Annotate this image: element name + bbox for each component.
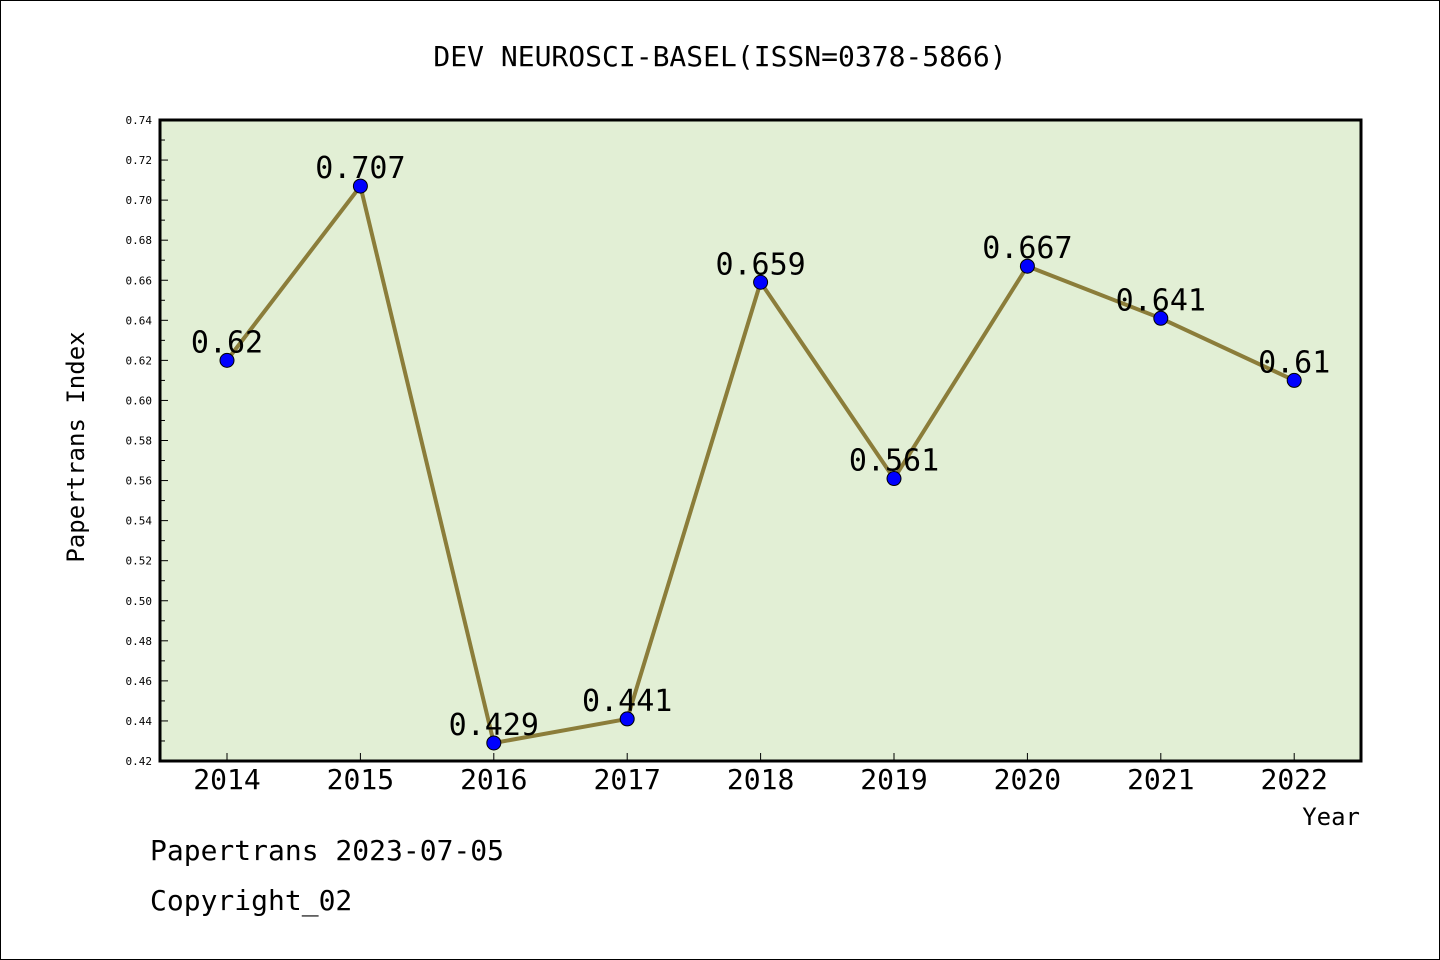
data-label: 0.429 <box>449 708 539 743</box>
y-tick-label: 0.46 <box>126 675 153 688</box>
footer-date-text: Papertrans 2023-07-05 <box>150 834 505 867</box>
data-label: 0.641 <box>1116 283 1206 318</box>
chart-title: DEV NEUROSCI-BASEL(ISSN=0378-5866) <box>433 40 1006 73</box>
x-tick-label: 2015 <box>327 763 394 796</box>
x-axis-ticks: 2014 2015 2016 2017 2018 2019 2020 2021 2022 <box>193 753 1328 796</box>
x-tick-label: 2016 <box>460 763 527 796</box>
data-label: 0.62 <box>191 325 263 360</box>
data-label: 0.61 <box>1258 345 1330 380</box>
y-tick-label: 0.60 <box>126 394 153 407</box>
data-label: 0.441 <box>582 684 672 719</box>
y-tick-label: 0.42 <box>126 755 153 768</box>
x-tick-label: 2014 <box>193 763 260 796</box>
data-label: 0.707 <box>315 151 405 186</box>
y-axis-ticks: 0.42 0.44 0.46 0.48 0.50 0.52 0.54 0.56 0.58 0.60… <box>126 114 168 768</box>
x-tick-label: 2021 <box>1127 763 1194 796</box>
data-point-marker <box>486 735 502 751</box>
data-label: 0.561 <box>849 444 939 479</box>
y-tick-label: 0.66 <box>126 274 153 287</box>
y-tick-label: 0.64 <box>126 314 153 327</box>
data-label: 0.659 <box>715 247 805 282</box>
y-tick-label: 0.52 <box>126 555 153 568</box>
y-tick-label: 0.50 <box>126 595 153 608</box>
data-point-marker <box>1286 372 1302 388</box>
data-point-marker <box>352 178 368 194</box>
data-point-marker <box>619 711 635 727</box>
x-tick-label: 2017 <box>593 763 660 796</box>
y-tick-label: 0.54 <box>126 515 153 528</box>
data-point-marker <box>886 471 902 487</box>
y-tick-label: 0.68 <box>126 234 153 247</box>
y-tick-label: 0.72 <box>126 154 153 167</box>
x-tick-label: 2022 <box>1260 763 1327 796</box>
data-labels: 0.62 0.707 0.429 0.441 0.659 0.561 0.667 0.641 0… <box>191 151 1330 743</box>
y-tick-label: 0.44 <box>126 715 153 728</box>
data-point-marker <box>753 274 769 290</box>
data-point-marker <box>1019 258 1035 274</box>
y-tick-label: 0.56 <box>126 475 153 488</box>
y-tick-label: 0.62 <box>126 354 153 367</box>
y-axis-label: Papertrans Index <box>62 331 90 562</box>
y-tick-label: 0.74 <box>126 114 153 127</box>
data-label: 0.667 <box>982 231 1072 266</box>
x-tick-label: 2020 <box>994 763 1061 796</box>
series-markers <box>219 178 1302 751</box>
data-point-marker <box>219 352 235 368</box>
y-tick-label: 0.48 <box>126 635 153 648</box>
x-tick-label: 2019 <box>860 763 927 796</box>
data-point-marker <box>1153 310 1169 326</box>
y-tick-label: 0.58 <box>126 435 153 448</box>
x-tick-label: 2018 <box>727 763 794 796</box>
y-tick-label: 0.70 <box>126 194 153 207</box>
footer-copyright-text: Copyright_02 <box>150 884 353 917</box>
x-axis-label: Year <box>1302 803 1360 831</box>
plot-area <box>158 118 1363 763</box>
